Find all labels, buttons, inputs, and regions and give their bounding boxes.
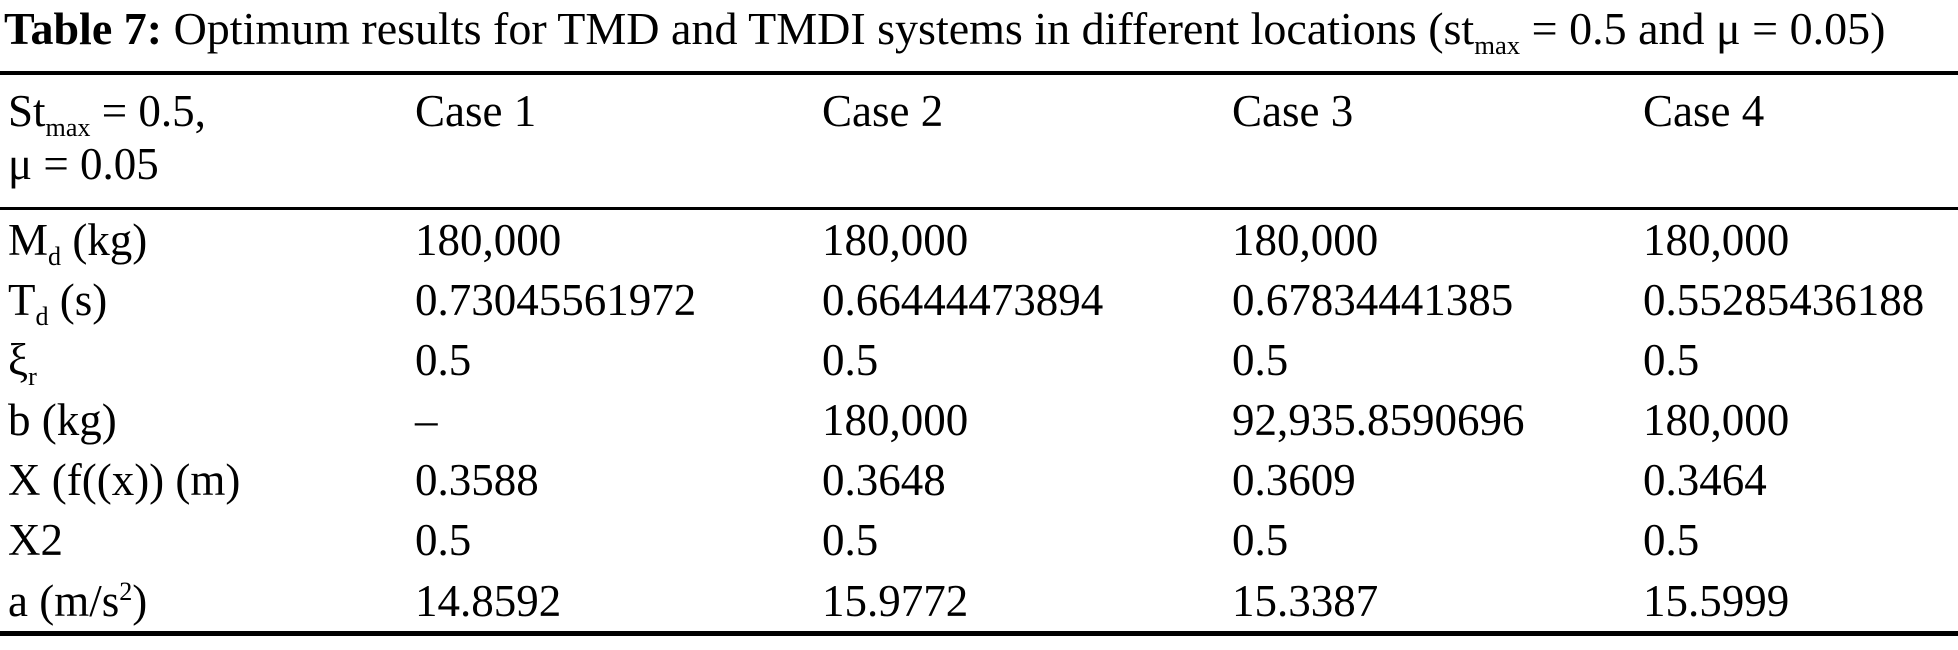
value-cell: 0.3588 [415, 455, 539, 506]
value-cell: 92,935.8590696 [1232, 395, 1525, 446]
table-caption-text: Optimum results for TMD and TMDI systems… [162, 3, 1886, 55]
case-header-cell: Case 1 [415, 72, 822, 210]
value-cell: 0.66444473894 [822, 274, 1104, 325]
value-cell: 0.5 [1232, 515, 1289, 566]
row-label: ξr [8, 335, 37, 392]
table-row: a (m/s2) 14.8592 15.9772 15.3387 15.5999 [0, 571, 1958, 634]
value-cell: 0.3609 [1232, 455, 1356, 506]
value-cell: 0.73045561972 [415, 274, 697, 325]
value-cell: 180,000 [822, 395, 969, 446]
value-cell: 0.5 [822, 335, 879, 386]
row-label: X (f((x)) (m) [8, 455, 241, 506]
results-table: Stmax = 0.5, μ = 0.05 Case 1 Case 2 Case … [0, 70, 1958, 636]
table-row: ξr 0.5 0.5 0.5 0.5 [0, 330, 1958, 390]
value-cell: 0.3464 [1643, 455, 1767, 506]
value-cell: 0.5 [1232, 335, 1289, 386]
value-cell: 15.9772 [822, 575, 969, 626]
results-table-header: Stmax = 0.5, μ = 0.05 Case 1 Case 2 Case … [0, 72, 1958, 210]
value-cell: 14.8592 [415, 575, 562, 626]
value-cell: 0.5 [822, 515, 879, 566]
table-caption: Table 7: Optimum results for TMD and TMD… [0, 0, 1958, 55]
row-label: Md (kg) [8, 214, 148, 271]
table-caption-label: Table 7: [4, 3, 163, 54]
value-cell: 0.3648 [822, 455, 946, 506]
value-cell: 15.3387 [1232, 575, 1379, 626]
value-cell: 180,000 [415, 214, 562, 265]
table-row: X (f((x)) (m) 0.3588 0.3648 0.3609 0.3464 [0, 450, 1958, 510]
value-cell: 0.5 [415, 515, 472, 566]
value-cell: 0.55285436188 [1643, 274, 1925, 325]
row-label: Td (s) [8, 274, 108, 331]
table-row: b (kg) – 180,000 92,935.8590696 180,000 [0, 390, 1958, 450]
value-cell: 180,000 [1643, 395, 1790, 446]
value-cell: 0.5 [1643, 335, 1700, 386]
value-cell: 0.67834441385 [1232, 274, 1514, 325]
case-header-cell: Case 3 [1232, 72, 1643, 210]
header-row: Stmax = 0.5, μ = 0.05 Case 1 Case 2 Case … [0, 72, 1958, 210]
value-cell: 0.5 [415, 335, 472, 386]
results-table-body: Md (kg) 180,000 180,000 180,000 180,000 Td (s… [0, 208, 1958, 633]
row-label: X2 [8, 515, 63, 566]
table-row: Md (kg) 180,000 180,000 180,000 180,000 [0, 208, 1958, 270]
value-cell: 15.5999 [1643, 575, 1790, 626]
corner-header-cell: Stmax = 0.5, μ = 0.05 [0, 72, 415, 210]
row-label: b (kg) [8, 395, 117, 446]
table-row: Td (s) 0.73045561972 0.66444473894 0.678344… [0, 270, 1958, 330]
value-cell: 180,000 [1643, 214, 1790, 265]
value-cell: 180,000 [822, 214, 969, 265]
case-header-cell: Case 4 [1643, 72, 1958, 210]
value-cell: 0.5 [1643, 515, 1700, 566]
value-cell: 180,000 [1232, 214, 1379, 265]
case-header-cell: Case 2 [822, 72, 1232, 210]
value-cell: – [415, 395, 438, 446]
table-row: X2 0.5 0.5 0.5 0.5 [0, 510, 1958, 570]
row-label: a (m/s2) [8, 575, 148, 626]
